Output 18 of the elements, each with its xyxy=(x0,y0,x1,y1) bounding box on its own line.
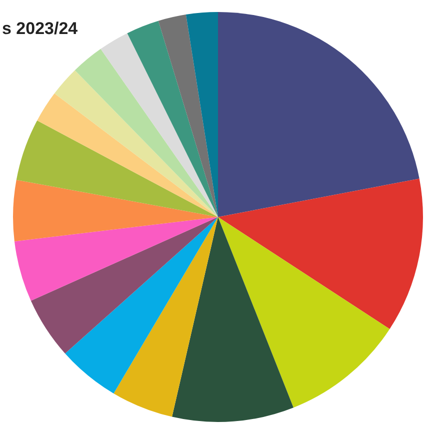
pie-slice xyxy=(218,12,420,217)
pie-slice xyxy=(114,217,218,417)
pie-slice xyxy=(100,33,218,217)
pie-slice xyxy=(14,217,218,301)
pie-slice xyxy=(186,12,218,217)
pie-slice xyxy=(54,70,218,217)
pie-slice xyxy=(127,20,218,217)
pie-slice xyxy=(30,217,218,354)
pie-slice xyxy=(218,178,423,330)
pie-slice xyxy=(65,217,218,394)
pie-slice xyxy=(74,48,218,217)
pie-slice xyxy=(158,14,218,217)
pie-slice xyxy=(16,120,218,217)
pie-slice xyxy=(218,217,390,408)
chart-title: s 2023/24 xyxy=(2,19,78,38)
pie-slice xyxy=(13,180,218,242)
pie-slice xyxy=(37,93,218,217)
pie-slice xyxy=(172,217,294,422)
